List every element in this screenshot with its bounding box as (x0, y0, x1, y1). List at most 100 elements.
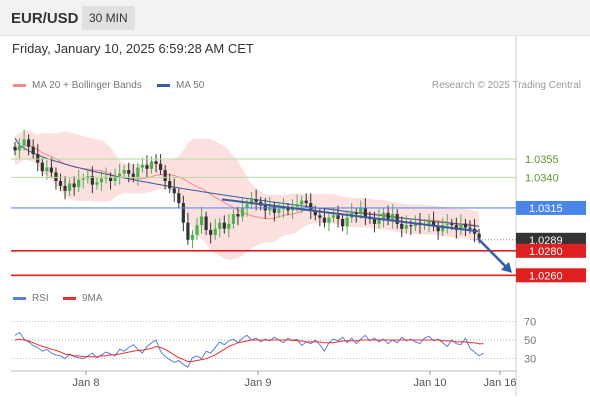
candle-body (118, 173, 122, 177)
candle-body (27, 139, 31, 147)
candle-body (400, 223, 404, 229)
rsi-line (14, 331, 484, 368)
candle-body (331, 215, 336, 218)
candle-body (245, 204, 249, 208)
candle-body (354, 212, 358, 215)
candle-body (304, 200, 308, 204)
candle-body (195, 225, 199, 235)
candle-body (63, 185, 67, 191)
candle-body (186, 222, 190, 240)
candle-body (168, 181, 172, 189)
candle-body (95, 182, 99, 185)
9ma-swatch (63, 297, 76, 300)
candle-body (40, 162, 44, 172)
candle-body (49, 167, 53, 173)
candle-body (441, 225, 445, 232)
candle-body (409, 225, 413, 227)
rsi-tick-label: 30 (524, 354, 536, 366)
9ma-label: 9MA (82, 293, 103, 304)
forecast-arrow-shaft (477, 237, 509, 270)
bollinger-band (15, 130, 480, 260)
candle-body (391, 214, 395, 221)
time-label: Jan 16 (483, 377, 516, 389)
candle-body (309, 203, 313, 211)
time-label: Jan 8 (73, 377, 100, 389)
candle-body (295, 204, 299, 207)
candle-body (272, 206, 276, 213)
candle-body (209, 230, 213, 235)
candle-body (281, 207, 286, 210)
legend-ma50: MA 50 (157, 80, 204, 91)
candle-body (172, 188, 176, 194)
candle-body (254, 199, 258, 202)
price-tag-blue (516, 200, 586, 215)
candle-body (436, 226, 440, 232)
resistance-trendline (221, 198, 479, 233)
price-tag-red (516, 268, 586, 283)
rsi-label: RSI (32, 293, 49, 304)
candle-body (199, 216, 204, 226)
candle-body (81, 178, 85, 180)
candle-body (395, 214, 399, 224)
candle-body (477, 233, 481, 239)
candle-body (149, 161, 154, 169)
candle-body (204, 216, 208, 230)
price-tag-label: 1.0260 (529, 270, 563, 282)
rsi-9ma-line (14, 338, 484, 362)
candle-body (113, 176, 117, 182)
candle-body (31, 146, 35, 155)
candle-body (313, 210, 317, 216)
candle-body (159, 163, 163, 170)
candle-body (463, 223, 468, 228)
candle-body (17, 145, 22, 151)
candle-body (190, 234, 195, 240)
candle-body (122, 170, 126, 174)
level-label: 1.0340 (525, 172, 559, 184)
rsi-tick-label: 70 (524, 316, 536, 328)
timestamp: Friday, January 10, 2025 6:59:28 AM CET (12, 41, 254, 56)
ma50-swatch (157, 84, 170, 87)
candle-body (404, 225, 408, 229)
candle-body (459, 223, 463, 230)
candle-body (72, 183, 76, 188)
price-tag-label: 1.0289 (529, 235, 563, 247)
credit-text: Research © 2025 Trading Central (431, 80, 581, 91)
candle-body (336, 215, 340, 219)
candle-body (236, 214, 240, 217)
candle-body (222, 222, 226, 229)
candle-body (140, 165, 144, 168)
candle-body (99, 178, 104, 183)
candle-body (231, 214, 235, 224)
candle-body (372, 218, 377, 224)
candle-body (240, 207, 245, 217)
candle-body (22, 139, 26, 146)
candle-body (381, 212, 386, 219)
legend-9ma: 9MA (63, 293, 103, 304)
candle-body (136, 167, 140, 178)
candle-body (45, 167, 49, 172)
candle-body (300, 200, 304, 205)
timeframe-badge[interactable]: 30 MIN (82, 6, 135, 30)
ma20-swatch (13, 84, 26, 87)
candle-body (327, 217, 331, 223)
ma20-label: MA 20 + Bollinger Bands (32, 80, 142, 91)
candle-body (104, 177, 108, 179)
candle-body (13, 146, 17, 151)
candle-body (54, 172, 58, 182)
candle-body (468, 227, 472, 229)
legend-ma20: MA 20 + Bollinger Bands (13, 80, 142, 91)
candle-body (163, 170, 167, 182)
rsi-tick-label: 50 (524, 335, 536, 347)
instrument-pair: EUR/USD (11, 10, 79, 27)
candle-body (445, 223, 449, 226)
candle-body (268, 206, 272, 211)
candle-body (177, 193, 181, 204)
candle-body (427, 221, 431, 224)
candle-body (227, 223, 231, 229)
candle-body (154, 161, 158, 164)
candle-body (359, 207, 363, 215)
candle-body (250, 199, 254, 205)
candle-body (213, 228, 217, 235)
candle-body (131, 173, 135, 178)
candle-body (450, 223, 454, 226)
